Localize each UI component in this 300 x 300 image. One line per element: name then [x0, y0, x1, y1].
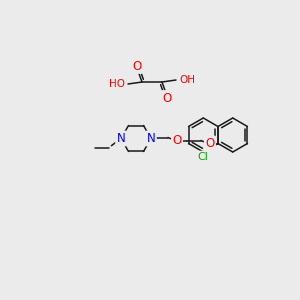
Text: O: O: [162, 92, 172, 104]
Text: Cl: Cl: [198, 152, 209, 162]
Text: OH: OH: [179, 75, 195, 85]
Text: O: O: [172, 134, 182, 147]
Text: N: N: [117, 132, 125, 145]
Text: O: O: [132, 59, 142, 73]
Text: HO: HO: [109, 79, 125, 89]
Text: O: O: [206, 137, 214, 150]
Text: N: N: [147, 132, 155, 145]
